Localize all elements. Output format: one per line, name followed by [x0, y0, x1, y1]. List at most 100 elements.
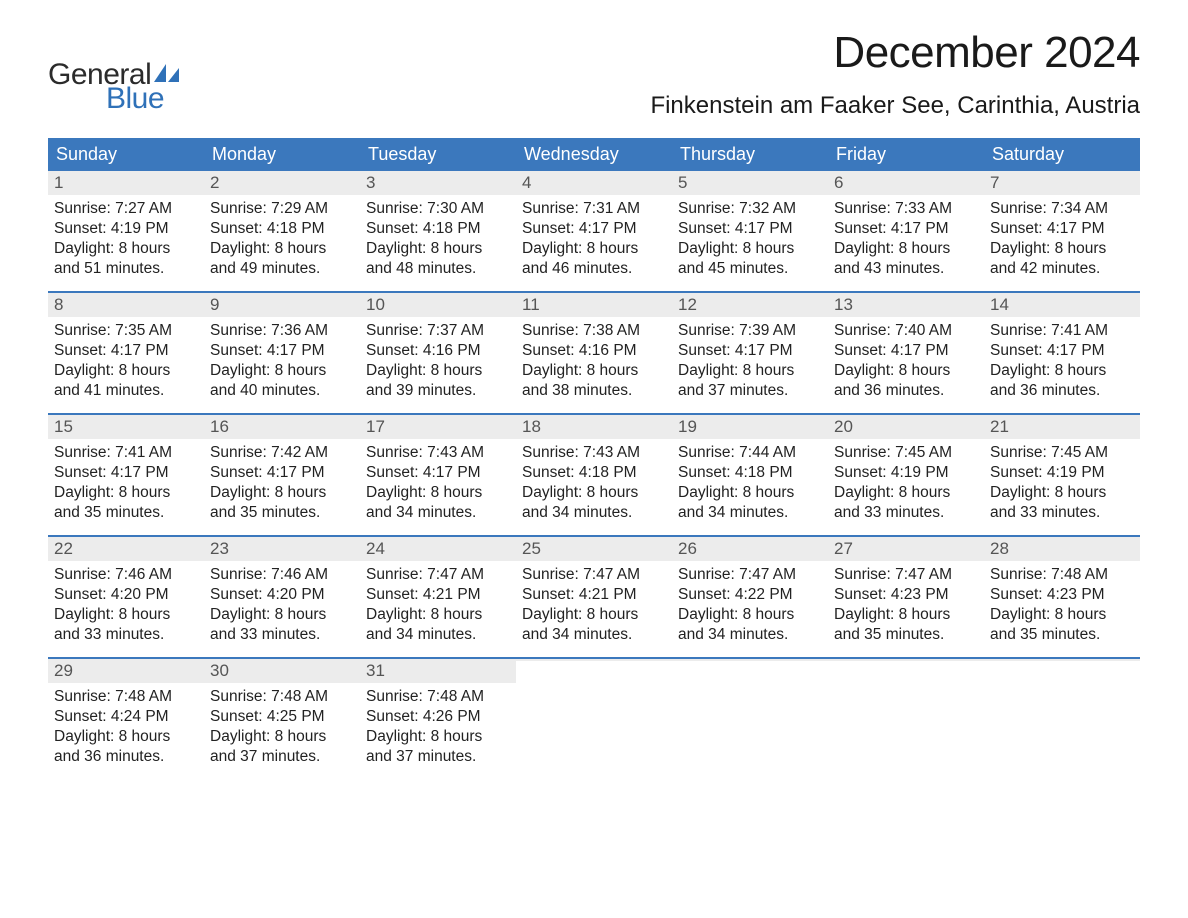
- day-number: [672, 659, 828, 661]
- sunset-line: Sunset: 4:18 PM: [366, 219, 510, 239]
- dayname-tuesday: Tuesday: [360, 138, 516, 171]
- day-number: 19: [672, 415, 828, 439]
- sunset-line: Sunset: 4:16 PM: [366, 341, 510, 361]
- sunset-line: Sunset: 4:20 PM: [210, 585, 354, 605]
- daylight-line-1: Daylight: 8 hours: [210, 727, 354, 747]
- day-number: 30: [204, 659, 360, 683]
- sunset-line: Sunset: 4:17 PM: [990, 219, 1134, 239]
- day-body: Sunrise: 7:44 AMSunset: 4:18 PMDaylight:…: [672, 439, 828, 527]
- daylight-line-1: Daylight: 8 hours: [522, 605, 666, 625]
- daylight-line-2: and 34 minutes.: [678, 503, 822, 523]
- calendar-day: 10Sunrise: 7:37 AMSunset: 4:16 PMDayligh…: [360, 293, 516, 413]
- sunrise-line: Sunrise: 7:47 AM: [522, 565, 666, 585]
- daylight-line-1: Daylight: 8 hours: [54, 239, 198, 259]
- sunrise-line: Sunrise: 7:34 AM: [990, 199, 1134, 219]
- daylight-line-1: Daylight: 8 hours: [366, 483, 510, 503]
- day-number: 9: [204, 293, 360, 317]
- sunset-line: Sunset: 4:17 PM: [54, 463, 198, 483]
- sunset-line: Sunset: 4:18 PM: [678, 463, 822, 483]
- daylight-line-2: and 36 minutes.: [54, 747, 198, 767]
- calendar-day: 26Sunrise: 7:47 AMSunset: 4:22 PMDayligh…: [672, 537, 828, 657]
- location-text: Finkenstein am Faaker See, Carinthia, Au…: [650, 92, 1140, 120]
- calendar-day: 27Sunrise: 7:47 AMSunset: 4:23 PMDayligh…: [828, 537, 984, 657]
- day-body: Sunrise: 7:30 AMSunset: 4:18 PMDaylight:…: [360, 195, 516, 283]
- calendar-day: 11Sunrise: 7:38 AMSunset: 4:16 PMDayligh…: [516, 293, 672, 413]
- dayname-saturday: Saturday: [984, 138, 1140, 171]
- sunrise-line: Sunrise: 7:35 AM: [54, 321, 198, 341]
- calendar-day: 23Sunrise: 7:46 AMSunset: 4:20 PMDayligh…: [204, 537, 360, 657]
- day-body: Sunrise: 7:47 AMSunset: 4:21 PMDaylight:…: [516, 561, 672, 649]
- dayname-wednesday: Wednesday: [516, 138, 672, 171]
- calendar-day: [984, 659, 1140, 779]
- calendar-day: 16Sunrise: 7:42 AMSunset: 4:17 PMDayligh…: [204, 415, 360, 535]
- daylight-line-1: Daylight: 8 hours: [54, 605, 198, 625]
- sunrise-line: Sunrise: 7:39 AM: [678, 321, 822, 341]
- day-number: 20: [828, 415, 984, 439]
- daylight-line-2: and 40 minutes.: [210, 381, 354, 401]
- calendar-day: 20Sunrise: 7:45 AMSunset: 4:19 PMDayligh…: [828, 415, 984, 535]
- day-number: [828, 659, 984, 661]
- sunrise-line: Sunrise: 7:40 AM: [834, 321, 978, 341]
- day-body: Sunrise: 7:46 AMSunset: 4:20 PMDaylight:…: [204, 561, 360, 649]
- day-number: 27: [828, 537, 984, 561]
- daylight-line-2: and 38 minutes.: [522, 381, 666, 401]
- daylight-line-2: and 48 minutes.: [366, 259, 510, 279]
- day-number: 16: [204, 415, 360, 439]
- day-number: 2: [204, 171, 360, 195]
- day-number: 25: [516, 537, 672, 561]
- sunrise-line: Sunrise: 7:27 AM: [54, 199, 198, 219]
- weeks-container: 1Sunrise: 7:27 AMSunset: 4:19 PMDaylight…: [48, 171, 1140, 779]
- daylight-line-1: Daylight: 8 hours: [990, 361, 1134, 381]
- sunrise-line: Sunrise: 7:42 AM: [210, 443, 354, 463]
- page: General Blue December 2024 Finkenstein a…: [0, 0, 1188, 819]
- calendar-day: 4Sunrise: 7:31 AMSunset: 4:17 PMDaylight…: [516, 171, 672, 291]
- calendar-week: 8Sunrise: 7:35 AMSunset: 4:17 PMDaylight…: [48, 291, 1140, 413]
- day-number: 1: [48, 171, 204, 195]
- day-number: 10: [360, 293, 516, 317]
- sunrise-line: Sunrise: 7:30 AM: [366, 199, 510, 219]
- sunrise-line: Sunrise: 7:47 AM: [678, 565, 822, 585]
- day-number: 6: [828, 171, 984, 195]
- sunrise-line: Sunrise: 7:48 AM: [366, 687, 510, 707]
- dayname-thursday: Thursday: [672, 138, 828, 171]
- calendar-day: 22Sunrise: 7:46 AMSunset: 4:20 PMDayligh…: [48, 537, 204, 657]
- calendar-day: 15Sunrise: 7:41 AMSunset: 4:17 PMDayligh…: [48, 415, 204, 535]
- day-body: Sunrise: 7:47 AMSunset: 4:22 PMDaylight:…: [672, 561, 828, 649]
- daylight-line-2: and 42 minutes.: [990, 259, 1134, 279]
- calendar: Sunday Monday Tuesday Wednesday Thursday…: [48, 138, 1140, 779]
- calendar-week: 1Sunrise: 7:27 AMSunset: 4:19 PMDaylight…: [48, 171, 1140, 291]
- day-body: Sunrise: 7:48 AMSunset: 4:23 PMDaylight:…: [984, 561, 1140, 649]
- calendar-day: 30Sunrise: 7:48 AMSunset: 4:25 PMDayligh…: [204, 659, 360, 779]
- day-number: 18: [516, 415, 672, 439]
- daylight-line-2: and 34 minutes.: [522, 503, 666, 523]
- day-number: 28: [984, 537, 1140, 561]
- sunset-line: Sunset: 4:17 PM: [834, 219, 978, 239]
- daylight-line-1: Daylight: 8 hours: [834, 239, 978, 259]
- sunrise-line: Sunrise: 7:31 AM: [522, 199, 666, 219]
- calendar-day: 29Sunrise: 7:48 AMSunset: 4:24 PMDayligh…: [48, 659, 204, 779]
- day-number: [516, 659, 672, 661]
- day-body: Sunrise: 7:41 AMSunset: 4:17 PMDaylight:…: [48, 439, 204, 527]
- calendar-day: 14Sunrise: 7:41 AMSunset: 4:17 PMDayligh…: [984, 293, 1140, 413]
- daylight-line-1: Daylight: 8 hours: [366, 727, 510, 747]
- calendar-header-row: Sunday Monday Tuesday Wednesday Thursday…: [48, 138, 1140, 171]
- daylight-line-1: Daylight: 8 hours: [210, 483, 354, 503]
- daylight-line-1: Daylight: 8 hours: [54, 483, 198, 503]
- day-body: Sunrise: 7:29 AMSunset: 4:18 PMDaylight:…: [204, 195, 360, 283]
- day-number: 13: [828, 293, 984, 317]
- calendar-day: 9Sunrise: 7:36 AMSunset: 4:17 PMDaylight…: [204, 293, 360, 413]
- sunrise-line: Sunrise: 7:45 AM: [834, 443, 978, 463]
- calendar-day: 2Sunrise: 7:29 AMSunset: 4:18 PMDaylight…: [204, 171, 360, 291]
- sunset-line: Sunset: 4:19 PM: [54, 219, 198, 239]
- day-body: Sunrise: 7:45 AMSunset: 4:19 PMDaylight:…: [828, 439, 984, 527]
- calendar-day: 18Sunrise: 7:43 AMSunset: 4:18 PMDayligh…: [516, 415, 672, 535]
- calendar-week: 22Sunrise: 7:46 AMSunset: 4:20 PMDayligh…: [48, 535, 1140, 657]
- sunset-line: Sunset: 4:24 PM: [54, 707, 198, 727]
- calendar-day: 7Sunrise: 7:34 AMSunset: 4:17 PMDaylight…: [984, 171, 1140, 291]
- daylight-line-1: Daylight: 8 hours: [834, 605, 978, 625]
- daylight-line-2: and 39 minutes.: [366, 381, 510, 401]
- sunrise-line: Sunrise: 7:29 AM: [210, 199, 354, 219]
- day-body: Sunrise: 7:27 AMSunset: 4:19 PMDaylight:…: [48, 195, 204, 283]
- sunset-line: Sunset: 4:21 PM: [522, 585, 666, 605]
- sunset-line: Sunset: 4:19 PM: [834, 463, 978, 483]
